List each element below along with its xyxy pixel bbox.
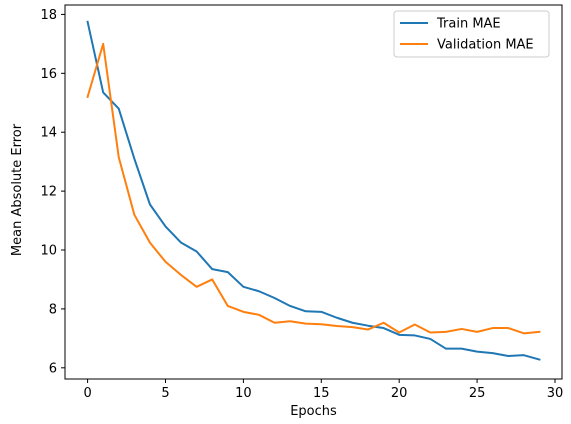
legend-label: Train MAE (436, 17, 501, 32)
x-tick-label: 10 (235, 386, 252, 401)
x-tick-label: 25 (469, 386, 486, 401)
x-tick-label: 30 (547, 386, 564, 401)
y-tick-label: 14 (40, 126, 57, 141)
x-axis-label: Epochs (290, 404, 337, 419)
x-axis: 0 5 10 15 20 25 30 (83, 379, 563, 401)
legend-label: Validation MAE (437, 38, 534, 53)
plot-frame (64, 4, 563, 380)
y-axis: 6 8 10 12 14 16 18 (40, 8, 65, 376)
y-axis-label: Mean Absolute Error (10, 123, 25, 256)
series-line-validation-mae (86, 42, 541, 335)
y-tick-label: 12 (40, 185, 57, 200)
y-tick-label: 10 (40, 244, 57, 259)
y-tick-label: 18 (40, 8, 57, 23)
x-tick-label: 0 (83, 386, 91, 401)
series-line-train-mae (86, 20, 541, 361)
x-tick-label: 15 (313, 386, 330, 401)
y-tick-label: 8 (49, 302, 57, 317)
y-tick-label: 6 (49, 361, 57, 376)
y-tick-label: 16 (40, 67, 57, 82)
x-tick-label: 20 (391, 386, 408, 401)
x-tick-label: 5 (161, 386, 169, 401)
series-layer (86, 20, 541, 361)
legend-box (393, 10, 550, 58)
legend: Train MAE Validation MAE (393, 10, 550, 58)
